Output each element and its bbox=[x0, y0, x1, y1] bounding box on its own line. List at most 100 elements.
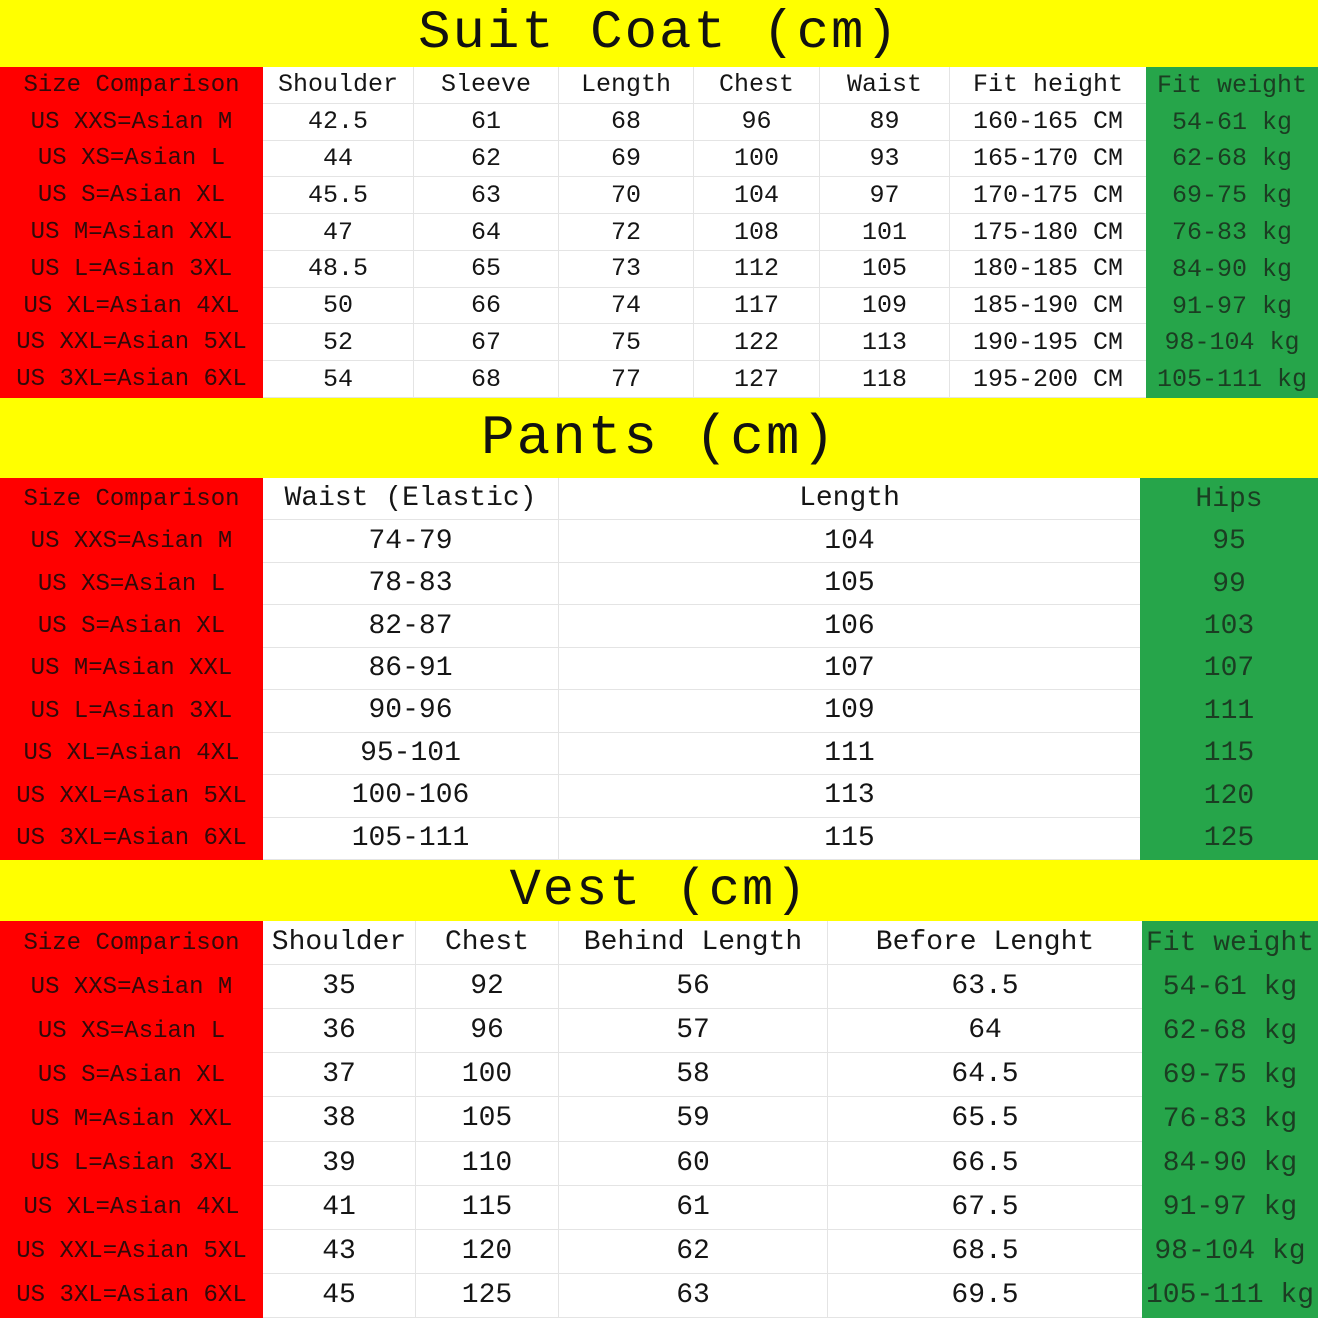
cell: 103 bbox=[1140, 605, 1318, 648]
cell: 180-185 CM bbox=[949, 250, 1146, 288]
cell: 97 bbox=[819, 177, 949, 215]
cell: 100 bbox=[415, 1053, 558, 1098]
section-pants: Pants (cm) Size Comparison Waist (Elastic)… bbox=[0, 398, 1318, 860]
cell: 175-180 CM bbox=[949, 214, 1146, 251]
cell: 107 bbox=[558, 647, 1140, 691]
cell: 120 bbox=[415, 1229, 558, 1274]
cell: 89 bbox=[819, 103, 949, 141]
table-row: US XXS=Asian M 42.5 61 68 96 89 160-165 CM 54-6… bbox=[0, 103, 1318, 141]
cell: 110 bbox=[415, 1141, 558, 1186]
cell: 54 bbox=[263, 361, 413, 399]
cell: 84-90 kg bbox=[1146, 250, 1318, 288]
cell: 68.5 bbox=[827, 1229, 1142, 1274]
size-label: US XS=Asian L bbox=[0, 562, 263, 606]
cell: 54-61 kg bbox=[1142, 965, 1318, 1010]
column-header-size-comparison: Size Comparison bbox=[0, 67, 263, 104]
cell: 43 bbox=[263, 1229, 415, 1274]
column-header-before-lenght: Before Lenght bbox=[827, 921, 1142, 966]
column-header-behind-length: Behind Length bbox=[558, 921, 827, 966]
table-row: US 3XL=Asian 6XL 54 68 77 127 118 195-200 CM 10… bbox=[0, 361, 1318, 399]
cell: 39 bbox=[263, 1141, 415, 1186]
column-header-shoulder: Shoulder bbox=[263, 921, 415, 966]
column-header-fit-weight: Fit weight bbox=[1146, 67, 1318, 104]
cell: 98-104 kg bbox=[1146, 324, 1318, 362]
column-header-chest: Chest bbox=[415, 921, 558, 966]
cell: 76-83 kg bbox=[1146, 214, 1318, 251]
section-suit-coat: Suit Coat (cm) Size Comparison Shoulder Sle… bbox=[0, 0, 1318, 399]
cell: 62 bbox=[558, 1229, 827, 1274]
size-label: US M=Asian XXL bbox=[0, 214, 263, 251]
size-label: US XXS=Asian M bbox=[0, 103, 263, 141]
cell: 61 bbox=[413, 103, 558, 141]
size-label: US M=Asian XXL bbox=[0, 647, 263, 691]
cell: 95 bbox=[1140, 520, 1318, 563]
cell: 120 bbox=[1140, 775, 1318, 818]
table-row: US 3XL=Asian 6XL 105-111 115 125 bbox=[0, 817, 1318, 860]
cell: 91-97 kg bbox=[1146, 287, 1318, 325]
cell: 112 bbox=[693, 250, 819, 288]
cell: 69 bbox=[558, 140, 693, 178]
cell: 118 bbox=[819, 361, 949, 399]
cell: 65.5 bbox=[827, 1097, 1142, 1142]
cell: 125 bbox=[1140, 817, 1318, 860]
column-header-size-comparison: Size Comparison bbox=[0, 478, 263, 521]
cell: 90-96 bbox=[263, 690, 558, 733]
column-header-chest: Chest bbox=[693, 67, 819, 104]
cell: 61 bbox=[558, 1185, 827, 1230]
cell: 105-111 kg bbox=[1146, 361, 1318, 399]
section-title-band-suit-coat: Suit Coat (cm) bbox=[0, 0, 1318, 67]
cell: 63 bbox=[413, 177, 558, 215]
cell: 69-75 kg bbox=[1142, 1053, 1318, 1098]
section-title-pants: Pants (cm) bbox=[480, 406, 838, 470]
cell: 76-83 kg bbox=[1142, 1097, 1318, 1142]
cell: 115 bbox=[1140, 732, 1318, 776]
section-title-vest: Vest (cm) bbox=[509, 860, 809, 920]
size-label: US S=Asian XL bbox=[0, 605, 263, 648]
cell: 115 bbox=[415, 1185, 558, 1230]
size-label: US XL=Asian 4XL bbox=[0, 287, 263, 325]
cell: 101 bbox=[819, 214, 949, 251]
cell: 100 bbox=[693, 140, 819, 178]
cell: 113 bbox=[558, 775, 1140, 818]
size-label: US XL=Asian 4XL bbox=[0, 732, 263, 776]
cell: 113 bbox=[819, 324, 949, 362]
cell: 48.5 bbox=[263, 250, 413, 288]
section-vest: Vest (cm) Size Comparison Shoulder Chest Beh… bbox=[0, 860, 1318, 1318]
size-label: US XXL=Asian 5XL bbox=[0, 324, 263, 362]
cell: 64 bbox=[413, 214, 558, 251]
cell: 84-90 kg bbox=[1142, 1141, 1318, 1186]
table-row: US S=Asian XL 37 100 58 64.5 69-75 kg bbox=[0, 1053, 1318, 1098]
table-row: US XXL=Asian 5XL 100-106 113 120 bbox=[0, 775, 1318, 818]
cell: 86-91 bbox=[263, 647, 558, 691]
table-row: US S=Asian XL 82-87 106 103 bbox=[0, 605, 1318, 648]
cell: 108 bbox=[693, 214, 819, 251]
cell: 75 bbox=[558, 324, 693, 362]
size-label: US L=Asian 3XL bbox=[0, 690, 263, 733]
cell: 105-111 kg bbox=[1142, 1273, 1318, 1318]
table-row: US S=Asian XL 45.5 63 70 104 97 170-175 CM 69-7… bbox=[0, 177, 1318, 215]
cell: 82-87 bbox=[263, 605, 558, 648]
column-header-fit-weight: Fit weight bbox=[1142, 921, 1318, 966]
table-row: US XXL=Asian 5XL 52 67 75 122 113 190-195 CM 98… bbox=[0, 324, 1318, 362]
header-row: Size Comparison Shoulder Sleeve Length Chest… bbox=[0, 67, 1318, 104]
size-label: US S=Asian XL bbox=[0, 177, 263, 215]
size-label: US XXL=Asian 5XL bbox=[0, 775, 263, 818]
cell: 96 bbox=[415, 1009, 558, 1054]
cell: 99 bbox=[1140, 562, 1318, 606]
cell: 104 bbox=[693, 177, 819, 215]
cell: 100-106 bbox=[263, 775, 558, 818]
section-title-band-vest: Vest (cm) bbox=[0, 860, 1318, 921]
cell: 107 bbox=[1140, 647, 1318, 691]
cell: 41 bbox=[263, 1185, 415, 1230]
cell: 115 bbox=[558, 817, 1140, 860]
cell: 195-200 CM bbox=[949, 361, 1146, 399]
cell: 105 bbox=[819, 250, 949, 288]
column-header-fit-height: Fit height bbox=[949, 67, 1146, 104]
table-row: US XL=Asian 4XL 41 115 61 67.5 91-97 kg bbox=[0, 1185, 1318, 1230]
cell: 59 bbox=[558, 1097, 827, 1142]
cell: 52 bbox=[263, 324, 413, 362]
cell: 106 bbox=[558, 605, 1140, 648]
column-header-hips: Hips bbox=[1140, 478, 1318, 521]
table-row: US XXL=Asian 5XL 43 120 62 68.5 98-104 kg bbox=[0, 1229, 1318, 1274]
